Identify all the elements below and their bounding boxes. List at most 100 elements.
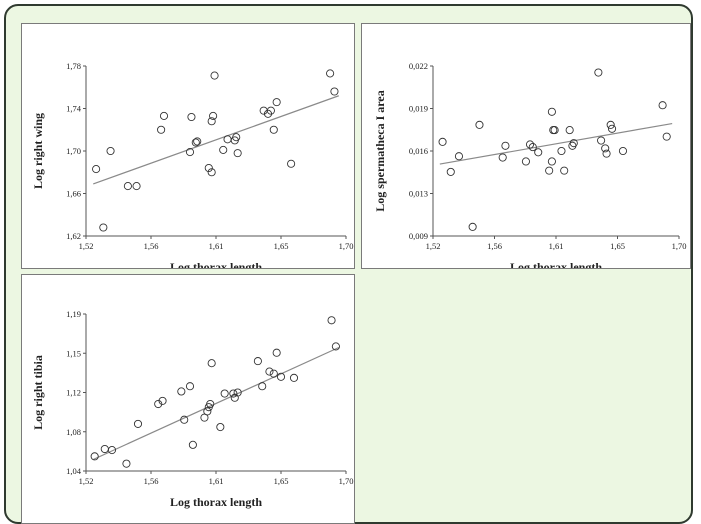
data-point <box>90 452 99 461</box>
y-tick-label: 1,04 <box>66 466 82 476</box>
chart-panel-spermatheca: 1,52 1,56 1,61 1,65 1,70 0,009 0,013 0,016 0,019… <box>361 23 691 269</box>
x-tick-label: 1,65 <box>610 241 625 251</box>
data-point <box>107 446 117 455</box>
data-point <box>662 132 671 141</box>
data-point <box>454 152 464 161</box>
data-point <box>658 101 667 110</box>
scatter-plot-right-wing: 1,52 1,56 1,61 1,65 1,70 1,62 1,66 1,70 1,74 1,78… <box>31 61 353 268</box>
y-axis-label: Log right tibia <box>31 355 45 430</box>
chart-panel-right-wing: 1,52 1,56 1,61 1,65 1,70 1,62 1,66 1,70 1,74 1,78… <box>21 23 355 269</box>
x-tick-label: 1,52 <box>79 241 94 251</box>
data-point <box>193 137 202 146</box>
scatter-plot-right-tibia: 1,52 1,56 1,61 1,65 1,70 1,04 1,08 1,12 1,15 1,19… <box>31 309 353 509</box>
x-tick-label: 1,56 <box>487 241 502 251</box>
data-point <box>100 444 109 454</box>
x-tick-label: 1,52 <box>79 476 94 486</box>
data-point <box>269 125 278 134</box>
y-axis-label: Log right wing <box>31 113 45 189</box>
data-point <box>326 69 335 78</box>
y-tick-label: 0,013 <box>409 189 428 199</box>
chart-panel-right-tibia: 1,52 1,56 1,61 1,65 1,70 1,04 1,08 1,12 1,15 1,19… <box>21 274 355 524</box>
data-point <box>258 382 267 391</box>
data-point <box>266 106 275 115</box>
data-point <box>188 440 197 449</box>
x-tick-label: 1,61 <box>209 241 224 251</box>
x-axis-label: Log thorax length <box>510 260 602 268</box>
data-point <box>253 357 262 366</box>
data-point <box>265 367 274 376</box>
data-point <box>185 382 195 391</box>
data-point <box>219 145 228 154</box>
x-tick-label: 1,61 <box>209 476 224 486</box>
data-point <box>269 369 278 378</box>
data-point <box>438 137 447 146</box>
data-point <box>557 146 566 156</box>
data-point <box>177 387 186 396</box>
x-tick-label: 1,52 <box>426 241 441 251</box>
data-point <box>122 459 131 468</box>
data-point <box>545 166 554 175</box>
y-tick-label: 1,19 <box>66 309 81 319</box>
data-point <box>210 71 219 80</box>
data-point <box>233 388 242 397</box>
data-point <box>446 167 455 176</box>
x-tick-label: 1,65 <box>274 241 289 251</box>
data-point <box>157 125 166 134</box>
x-tick-label: 1,65 <box>274 476 289 486</box>
data-point <box>327 316 336 325</box>
data-point <box>207 117 216 126</box>
x-tick-label: 1,70 <box>672 241 687 251</box>
y-tick-label: 1,12 <box>66 388 81 398</box>
y-tick-label: 1,70 <box>66 146 81 156</box>
scatter-plot-spermatheca: 1,52 1,56 1,61 1,65 1,70 0,009 0,013 0,016 0,019… <box>373 61 687 268</box>
data-point <box>123 182 132 191</box>
data-point <box>528 143 537 152</box>
y-tick-label: 0,016 <box>409 146 428 156</box>
y-tick-label: 1,78 <box>66 61 81 71</box>
y-tick-label: 0,009 <box>409 231 428 241</box>
data-point <box>133 419 143 428</box>
data-point <box>158 396 167 405</box>
regression-line <box>93 95 339 185</box>
data-point <box>331 342 340 351</box>
data-point <box>92 165 101 174</box>
data-point <box>207 359 216 368</box>
data-point <box>106 146 115 156</box>
y-tick-label: 1,08 <box>66 427 81 437</box>
y-tick-label: 1,62 <box>66 231 81 241</box>
data-point <box>597 136 606 145</box>
data-point <box>204 163 213 173</box>
data-point <box>468 222 477 231</box>
x-axis-label: Log thorax length <box>170 260 262 268</box>
data-point <box>547 107 556 116</box>
data-point <box>207 168 216 177</box>
data-point <box>525 140 535 149</box>
x-tick-label: 1,56 <box>144 241 159 251</box>
data-point <box>233 149 242 158</box>
data-point <box>475 120 484 129</box>
data-point <box>203 407 212 416</box>
regression-line <box>92 346 340 461</box>
data-point <box>547 157 556 166</box>
data-point <box>276 372 286 381</box>
data-point <box>289 373 299 382</box>
data-point <box>601 144 610 153</box>
y-tick-label: 1,66 <box>66 189 81 199</box>
data-point <box>191 138 200 147</box>
regression-line <box>439 122 673 165</box>
data-point <box>607 124 617 133</box>
data-point <box>560 166 569 175</box>
data-point <box>521 157 530 166</box>
y-tick-label: 1,74 <box>66 104 82 114</box>
data-point <box>272 348 281 357</box>
x-axis-label: Log thorax length <box>170 495 262 509</box>
data-point <box>569 139 578 148</box>
data-point <box>216 422 225 432</box>
y-tick-label: 0,019 <box>409 104 428 114</box>
data-point <box>594 68 603 77</box>
data-point <box>534 148 543 157</box>
data-point <box>498 153 507 162</box>
y-tick-label: 1,15 <box>66 348 81 358</box>
data-point <box>223 135 232 144</box>
data-point <box>232 133 241 142</box>
